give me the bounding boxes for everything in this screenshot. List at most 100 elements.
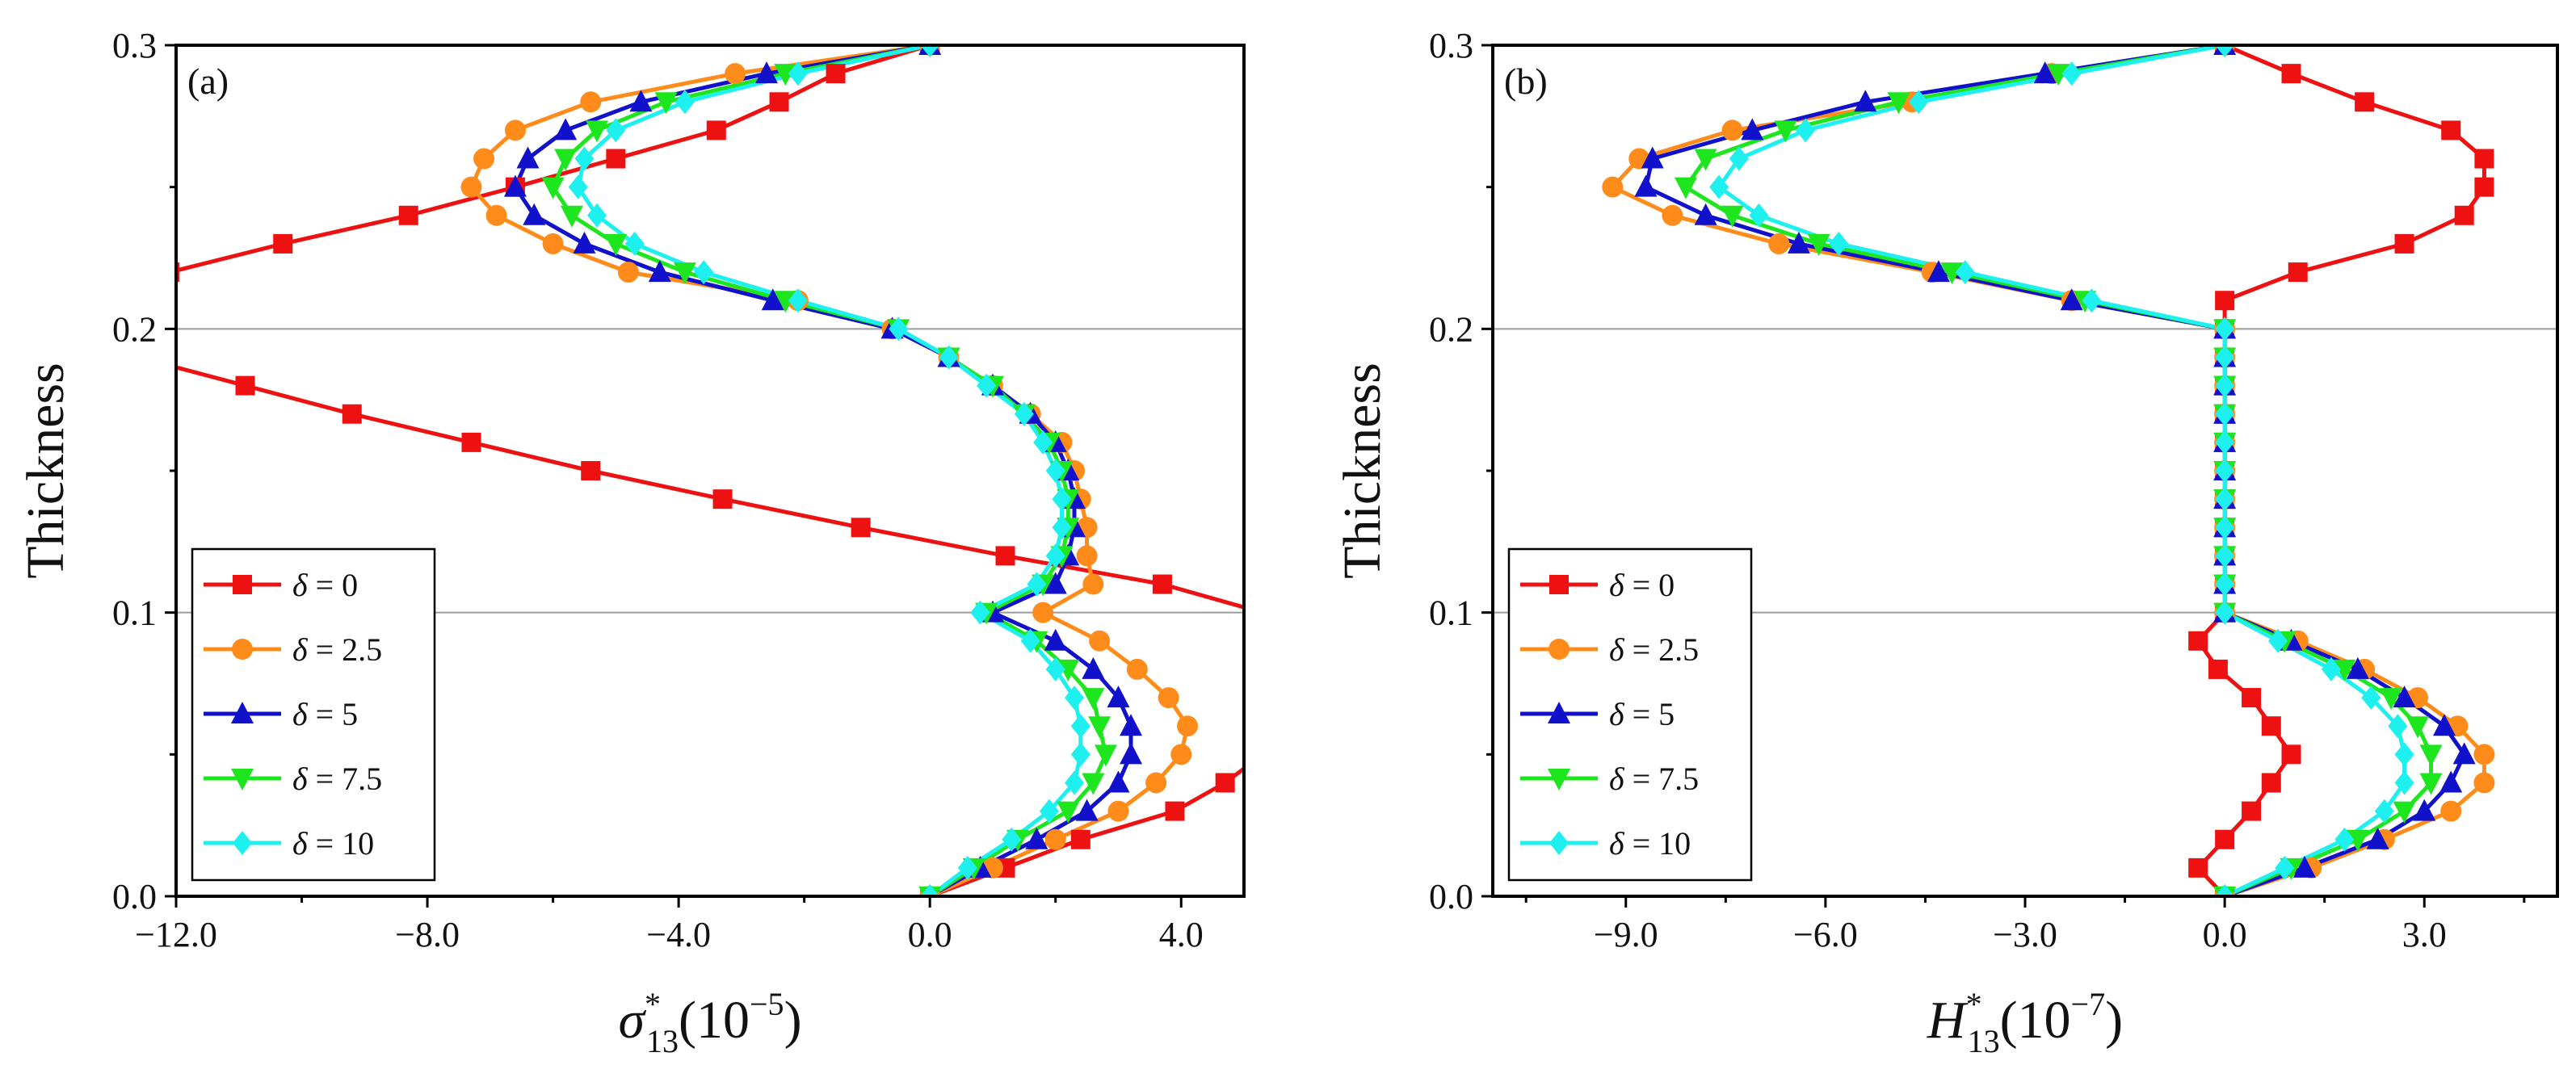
x-subscript: 13 xyxy=(646,1023,679,1059)
data-point xyxy=(2288,262,2308,283)
data-point xyxy=(342,404,362,424)
data-point xyxy=(2215,291,2235,311)
data-point xyxy=(673,262,696,285)
x-subscript: 13 xyxy=(1968,1023,2000,1059)
data-point xyxy=(1044,828,1066,850)
legend-marker xyxy=(233,575,252,594)
data-point xyxy=(1120,714,1143,736)
x-tick-label: −4.0 xyxy=(646,915,711,954)
legend-label: δ = 7.5 xyxy=(292,761,382,797)
data-point xyxy=(2215,572,2235,597)
data-point xyxy=(2361,686,2381,711)
data-point xyxy=(1082,773,1105,795)
x-tick-label: −12.0 xyxy=(135,915,217,954)
data-point xyxy=(970,600,990,625)
legend-label: δ = 0 xyxy=(1609,567,1675,603)
data-point xyxy=(2474,177,2494,197)
data-point xyxy=(1065,686,1085,711)
data-point xyxy=(1829,231,1849,256)
data-point xyxy=(2473,744,2495,765)
data-point xyxy=(2275,855,2295,880)
data-point xyxy=(542,233,564,254)
data-point xyxy=(1044,572,1067,594)
data-point xyxy=(2033,61,2057,84)
series-line-2 xyxy=(513,45,1133,896)
data-point xyxy=(581,461,601,480)
y-tick-label: 0.2 xyxy=(1429,309,1473,349)
x-unit: (10 xyxy=(679,991,750,1050)
data-point xyxy=(1177,715,1199,737)
x-symbol: σ xyxy=(618,991,646,1050)
data-point xyxy=(712,489,733,509)
legend-marker xyxy=(233,831,252,855)
data-point xyxy=(2242,688,2262,708)
legend-marker xyxy=(231,769,254,790)
x-tick-label: 3.0 xyxy=(2402,915,2447,954)
x-axis-title: H* 13(10−7) xyxy=(1927,986,2123,1059)
data-point xyxy=(1057,801,1080,824)
data-point xyxy=(2215,373,2235,398)
data-point xyxy=(2355,92,2375,112)
data-point xyxy=(2047,64,2070,86)
data-point xyxy=(128,347,148,367)
y-tick-label: 0.3 xyxy=(112,26,157,65)
data-point xyxy=(574,146,595,171)
data-point xyxy=(1070,829,1090,849)
legend-label: δ = 2.5 xyxy=(1609,631,1699,668)
legend-marker xyxy=(1549,639,1570,660)
plot-area xyxy=(1602,45,2495,896)
data-point xyxy=(516,146,540,169)
data-point xyxy=(273,233,293,254)
data-point xyxy=(1272,688,1292,707)
data-point xyxy=(774,291,797,313)
data-point xyxy=(2346,829,2369,852)
data-point xyxy=(2215,515,2235,540)
data-point xyxy=(1694,203,1717,225)
data-point xyxy=(957,855,977,880)
data-point xyxy=(2215,459,2235,483)
data-point xyxy=(2188,857,2208,878)
data-point xyxy=(2215,430,2235,455)
data-point xyxy=(2366,827,2389,849)
data-point xyxy=(851,518,871,538)
data-point xyxy=(1253,744,1272,764)
data-point xyxy=(1107,686,1130,708)
legend: δ = 0 δ = 2.5 δ = 5 δ = 7.5 δ = 10 xyxy=(191,547,436,882)
x-tick-label: 4.0 xyxy=(1159,915,1204,954)
data-point xyxy=(503,174,527,197)
data-point xyxy=(1774,120,1797,143)
legend-label: δ = 10 xyxy=(1609,825,1691,862)
data-point xyxy=(1002,827,1022,852)
data-point xyxy=(2268,628,2288,653)
data-point xyxy=(1165,801,1185,821)
data-point xyxy=(2346,656,2369,679)
data-point xyxy=(654,92,678,115)
data-point xyxy=(1065,770,1085,795)
panel-a: −12.0 −8.0 −4.0 0.0 4.0 0.0 0.1 0.2 0.3 (a) Thickn… xyxy=(16,26,1292,1059)
plot-area xyxy=(128,45,1292,896)
data-point xyxy=(1145,772,1167,794)
data-point xyxy=(1887,92,1910,115)
data-point xyxy=(624,231,645,256)
data-point xyxy=(2388,714,2408,739)
data-point xyxy=(1107,770,1130,793)
data-point xyxy=(725,63,746,85)
panel-label: (b) xyxy=(1504,61,1548,102)
data-point xyxy=(473,148,495,170)
data-point xyxy=(694,260,714,285)
y-tick-label: 0.1 xyxy=(112,593,157,633)
data-point xyxy=(1634,174,1658,197)
data-point xyxy=(1796,118,1816,143)
data-point xyxy=(2215,600,2235,625)
data-point xyxy=(587,203,607,228)
y-axis-title: Thickness xyxy=(16,363,75,579)
legend-label: δ = 10 xyxy=(292,825,374,862)
y-tick-label: 0.2 xyxy=(112,309,157,349)
data-point xyxy=(1927,260,1950,283)
data-point xyxy=(1044,628,1067,651)
legend-label: δ = 0 xyxy=(292,567,358,603)
x-superscript: * xyxy=(1966,986,1982,1022)
data-point xyxy=(1045,656,1065,681)
data-point xyxy=(1094,744,1117,767)
